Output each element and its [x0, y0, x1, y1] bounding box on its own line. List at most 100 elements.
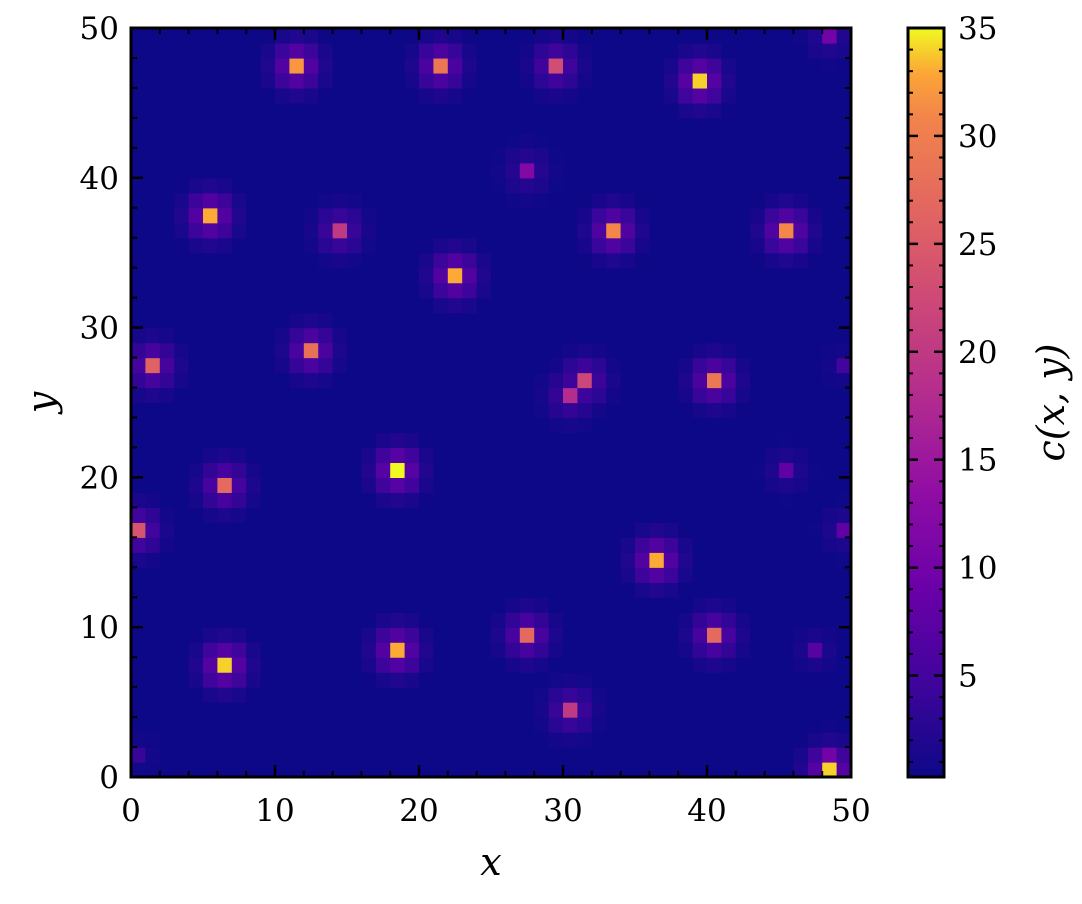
heatmap-cell	[721, 402, 737, 419]
heatmap-cell	[246, 252, 262, 269]
heatmap-cell	[807, 447, 823, 464]
heatmap-cell	[174, 732, 190, 748]
heatmap-cell	[577, 522, 593, 538]
heatmap-cell	[505, 372, 521, 389]
heatmap-cell	[519, 507, 535, 523]
heatmap-cell	[217, 192, 233, 209]
heatmap-cell	[779, 42, 794, 59]
heatmap-cell	[563, 732, 578, 748]
heatmap-cell	[231, 402, 247, 419]
heatmap-cell	[793, 207, 809, 224]
heatmap-cell	[577, 162, 593, 179]
heatmap-cell	[275, 267, 290, 284]
heatmap-cell	[577, 492, 593, 508]
heatmap-cell	[635, 507, 650, 523]
heatmap-cell	[491, 507, 506, 523]
heatmap-cell	[635, 597, 650, 613]
heatmap-cell	[217, 42, 233, 59]
heatmap-cell	[793, 462, 809, 478]
heatmap-cell	[822, 372, 838, 389]
heatmap-cell	[505, 657, 521, 673]
heatmap-cell	[203, 162, 218, 179]
heatmap-cell	[289, 627, 305, 643]
heatmap-cell	[491, 342, 506, 359]
heatmap-cell	[649, 387, 665, 404]
heatmap-cell	[491, 28, 506, 44]
heatmap-cell	[447, 597, 463, 613]
heatmap-cell	[361, 687, 377, 703]
heatmap-cell	[303, 432, 319, 449]
heatmap-cell	[145, 177, 161, 194]
heatmap-cell	[793, 252, 809, 269]
heatmap-cell	[721, 327, 737, 344]
heatmap-cell	[620, 402, 636, 419]
heatmap-cell	[347, 252, 362, 269]
heatmap-cell	[275, 402, 290, 419]
heatmap-cell	[577, 372, 593, 389]
heatmap-cell	[433, 462, 449, 478]
heatmap-cell	[476, 342, 492, 359]
heatmap-cell	[404, 687, 420, 703]
heatmap-cell	[822, 402, 838, 419]
heatmap-cell	[203, 222, 218, 239]
heatmap-cell	[779, 327, 794, 344]
heatmap-cell	[217, 177, 233, 194]
heatmap-cell	[260, 177, 276, 194]
heatmap-cell	[735, 147, 751, 164]
heatmap-cell	[275, 117, 290, 134]
heatmap-cell	[404, 672, 420, 688]
heatmap-cell	[563, 207, 578, 224]
heatmap-cell	[692, 567, 708, 583]
heatmap-cell	[678, 342, 694, 359]
heatmap-cell	[361, 342, 377, 359]
heatmap-cell	[433, 357, 449, 374]
heatmap-cell	[663, 282, 679, 299]
heatmap-cell	[447, 147, 463, 164]
heatmap-cell	[404, 342, 420, 359]
heatmap-cell	[217, 462, 233, 478]
heatmap-cell	[203, 642, 218, 658]
heatmap-cell	[649, 522, 665, 538]
heatmap-cell	[534, 567, 550, 583]
heatmap-cell	[318, 132, 334, 149]
heatmap-cell	[174, 747, 190, 763]
heatmap-cell	[303, 447, 319, 464]
heatmap-cell	[217, 117, 233, 134]
heatmap-cell	[836, 642, 852, 658]
heatmap-cell	[491, 462, 506, 478]
heatmap-cell	[779, 282, 794, 299]
heatmap-cell	[390, 267, 406, 284]
heatmap-cell	[591, 117, 607, 134]
heatmap-cell	[678, 147, 694, 164]
heatmap-cell	[793, 57, 809, 74]
heatmap-cell	[635, 132, 650, 149]
heatmap-cell	[419, 327, 434, 344]
heatmap-cell	[145, 672, 161, 688]
heatmap-cell	[260, 267, 276, 284]
heatmap-cell	[793, 567, 809, 583]
heatmap-cell	[347, 627, 362, 643]
heatmap-cell	[563, 222, 578, 239]
heatmap-cell	[246, 417, 262, 434]
heatmap-cell	[534, 312, 550, 329]
heatmap-cell	[289, 28, 305, 44]
heatmap-cell	[447, 372, 463, 389]
heatmap-cell	[649, 282, 665, 299]
heatmap-cell	[390, 612, 406, 628]
heatmap-cell	[188, 57, 204, 74]
heatmap-cell	[332, 432, 348, 449]
heatmap-cell	[145, 537, 161, 553]
heatmap-cell	[534, 42, 550, 59]
heatmap-cell	[721, 312, 737, 329]
heatmap-cell	[433, 192, 449, 209]
heatmap-cell	[159, 552, 175, 568]
heatmap-cell	[419, 342, 434, 359]
heatmap-cell	[735, 207, 751, 224]
heatmap-cell	[375, 42, 391, 59]
heatmap-cell	[563, 372, 578, 389]
heatmap-cell	[231, 492, 247, 508]
heatmap-cell	[462, 627, 478, 643]
heatmap-cell	[620, 417, 636, 434]
heatmap-cell	[721, 762, 737, 778]
heatmap-cell	[203, 507, 218, 523]
